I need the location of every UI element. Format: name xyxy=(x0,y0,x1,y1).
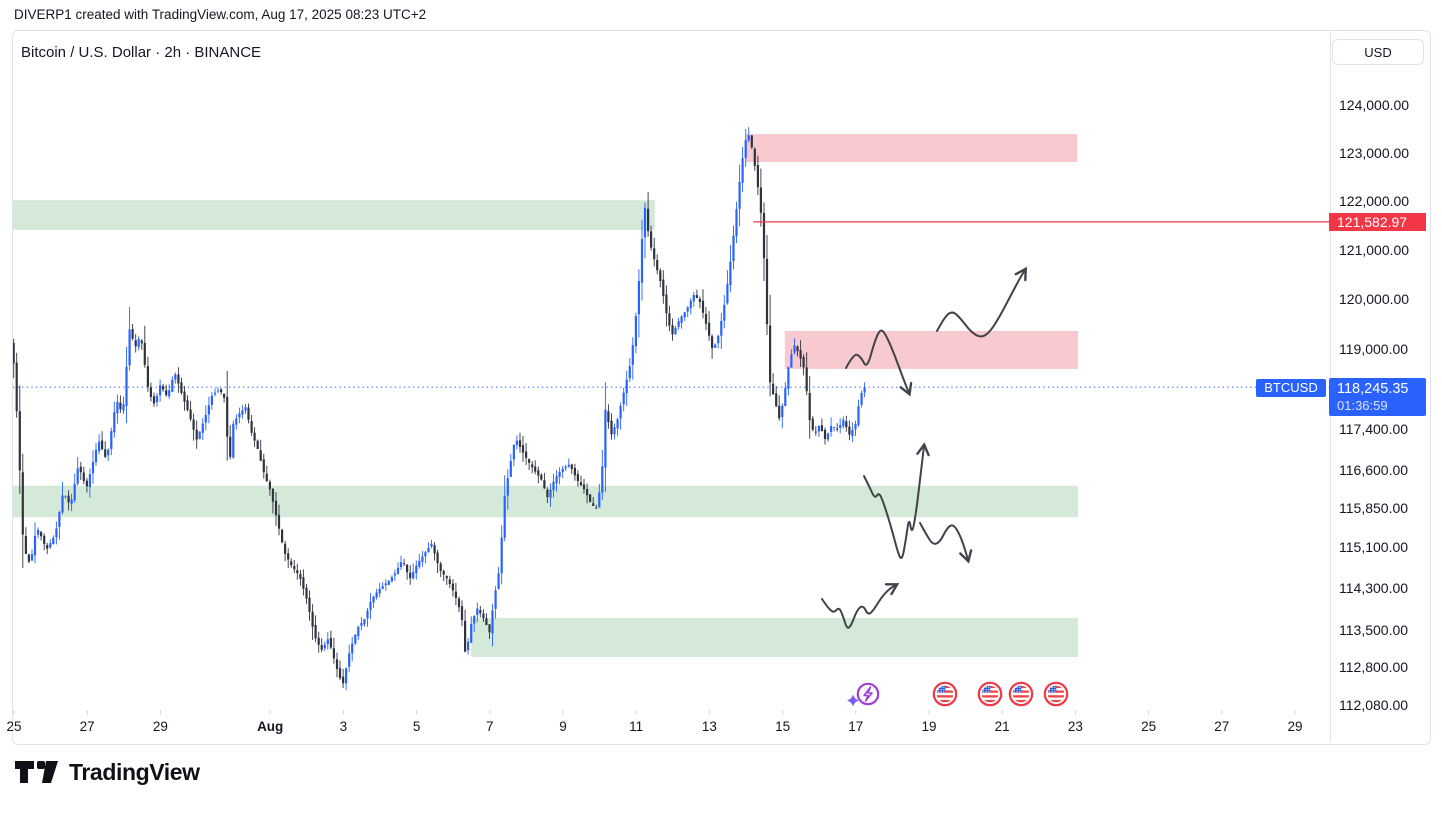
time-axis-label: 21 xyxy=(994,719,1010,734)
tradingview-mark-icon xyxy=(15,761,58,783)
squiggle-arrow-up-from-bottom-demand[interactable] xyxy=(821,583,900,629)
time-axis-label: 25 xyxy=(6,719,22,734)
candlestick-series xyxy=(13,127,866,691)
price-axis-label: 115,100.00 xyxy=(1339,538,1409,555)
time-axis-label: 9 xyxy=(559,719,567,734)
time-axis-label: 5 xyxy=(412,719,421,734)
squiggle-arrow-up-right[interactable] xyxy=(936,266,1028,338)
currency-usd-button[interactable]: USD xyxy=(1332,39,1424,65)
time-axis-label: 17 xyxy=(848,719,864,734)
current-price-label: 118,245.35 01:36:59 xyxy=(1329,377,1426,416)
price-axis-label: 121,000.00 xyxy=(1339,241,1410,258)
price-axis-label: 113,500.00 xyxy=(1339,621,1409,638)
time-axis-label: 29 xyxy=(152,719,168,734)
us-flag-event-icon[interactable] xyxy=(1008,681,1034,707)
plot-area[interactable] xyxy=(13,127,1329,691)
time-axis-label: 15 xyxy=(775,719,791,734)
price-axis-label: 114,300.00 xyxy=(1339,580,1409,597)
price-axis-label: 122,000.00 xyxy=(1339,193,1410,210)
spark-event-icon[interactable] xyxy=(847,682,880,707)
time-axis-label: 3 xyxy=(339,719,348,734)
us-flag-event-icon[interactable] xyxy=(1043,681,1069,707)
symbol-title[interactable]: Bitcoin / U.S. Dollar · 2h · BINANCE xyxy=(21,44,262,61)
time-axis-label: Aug xyxy=(257,719,284,734)
time-axis-label: 29 xyxy=(1287,719,1303,734)
tradingview-logo-text: TradingView xyxy=(69,758,200,785)
time-axis-label: 27 xyxy=(79,719,95,734)
price-axis-label: 115,850.00 xyxy=(1339,500,1409,517)
us-flag-event-icon[interactable] xyxy=(977,681,1003,707)
tradingview-logo[interactable]: TradingView xyxy=(14,758,200,786)
current-price-value: 118,245.35 xyxy=(1337,380,1409,397)
squiggle-arrow-down-from-supply[interactable] xyxy=(845,329,913,397)
time-axis-label: 11 xyxy=(629,719,644,734)
price-axis-label: 116,600.00 xyxy=(1339,461,1409,478)
price-axis-label: 123,000.00 xyxy=(1339,144,1410,161)
demand-zone[interactable] xyxy=(13,485,1078,518)
price-axis-label: 120,000.00 xyxy=(1339,291,1410,308)
time-axis-label: 23 xyxy=(1067,719,1083,734)
price-axis-label: 119,000.00 xyxy=(1339,340,1409,357)
attribution-text: DIVERP1 created with TradingView.com, Au… xyxy=(14,7,427,22)
price-axis-label: 124,000.00 xyxy=(1339,96,1410,113)
alert-price-label[interactable]: 121,582.97 xyxy=(1329,212,1426,231)
squiggle-arrow-down-right[interactable] xyxy=(919,522,973,564)
supply-zone[interactable] xyxy=(784,331,1078,369)
time-axis-label: 19 xyxy=(921,719,937,734)
supply-zone[interactable] xyxy=(13,200,655,230)
price-axis-label: 112,080.00 xyxy=(1339,696,1409,713)
time-axis-label: 13 xyxy=(701,719,717,734)
time-axis-label: 7 xyxy=(486,719,494,734)
price-axis-label: 112,800.00 xyxy=(1339,658,1409,675)
demand-zone[interactable] xyxy=(471,617,1078,657)
price-axis-label: 117,400.00 xyxy=(1339,421,1409,438)
symbol-price-tag: BTCUSD xyxy=(1256,378,1326,397)
us-flag-event-icon[interactable] xyxy=(932,681,958,707)
bar-countdown: 01:36:59 xyxy=(1337,397,1388,413)
supply-zone[interactable] xyxy=(746,134,1078,163)
squiggle-arrow-up-from-demand[interactable] xyxy=(863,442,930,560)
time-axis-label: 25 xyxy=(1141,719,1157,734)
time-axis-label: 27 xyxy=(1214,719,1230,734)
